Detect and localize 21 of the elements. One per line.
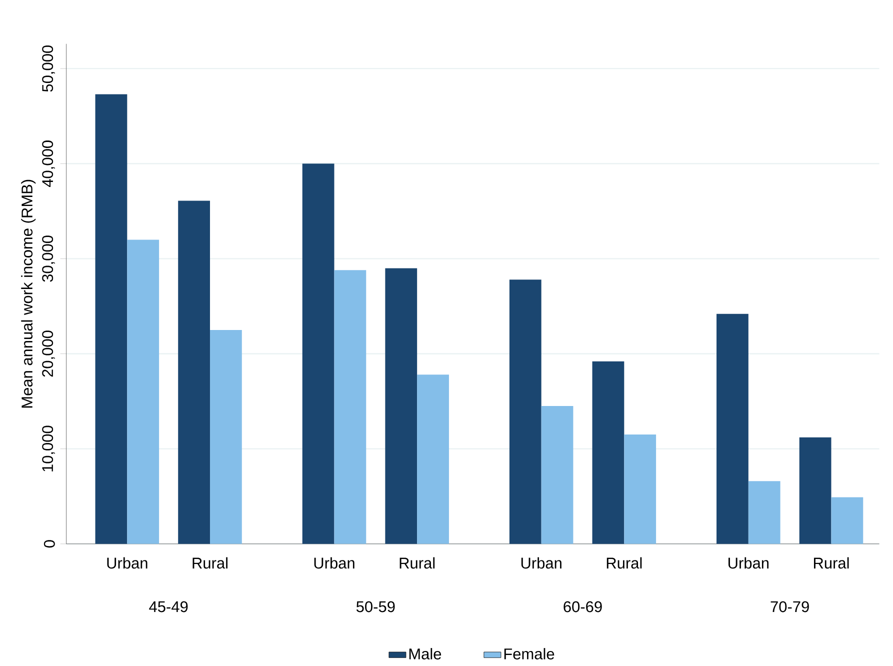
- x-tick-label: Urban: [314, 557, 354, 569]
- x-tick-label: Rural: [606, 557, 642, 569]
- x-tick-label: Urban: [728, 557, 768, 569]
- text: 70-79: [770, 601, 809, 612]
- y-tick-label: 0: [44, 540, 55, 548]
- text: 60-69: [564, 601, 602, 612]
- y-tick-label: 30,000: [42, 236, 55, 282]
- x-tick-label: Urban: [107, 557, 148, 569]
- y-tick-label: 10,000: [42, 426, 55, 472]
- legend-label: Female: [504, 648, 554, 660]
- y-axis-title: Mean annual work income (RMB): [21, 180, 36, 408]
- legend-label: Male: [409, 648, 442, 660]
- y-tick-label: 20,000: [42, 330, 55, 377]
- x-tick-label: Rural: [814, 557, 849, 569]
- text: 45-49: [149, 601, 188, 612]
- x-tick-label: Rural: [192, 557, 228, 569]
- y-tick-label: 40,000: [42, 140, 55, 188]
- x-tick-label: Rural: [400, 557, 435, 569]
- text: 50-59: [356, 601, 395, 612]
- x-tick-label: Urban: [521, 557, 562, 569]
- y-tick-label: 50,000: [42, 46, 55, 92]
